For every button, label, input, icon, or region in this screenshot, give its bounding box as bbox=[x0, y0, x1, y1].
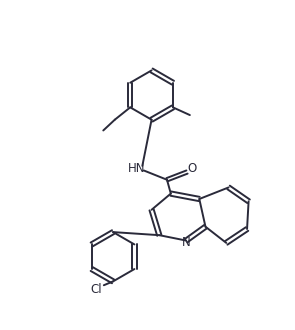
Text: O: O bbox=[188, 162, 197, 176]
Text: HN: HN bbox=[127, 162, 145, 176]
Text: N: N bbox=[182, 236, 191, 248]
Text: Cl: Cl bbox=[90, 282, 102, 296]
